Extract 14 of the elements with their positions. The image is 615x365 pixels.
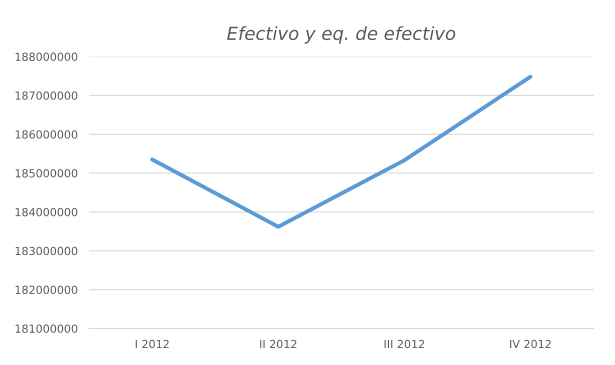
y-tick-label: 188000000 bbox=[16, 52, 78, 61]
x-tick-label: I 2012 bbox=[136, 340, 169, 348]
x-tick-label: IV 2012 bbox=[510, 340, 551, 348]
y-tick-label: 187000000 bbox=[16, 91, 78, 100]
line-series bbox=[150, 74, 532, 229]
y-tick-label: 184000000 bbox=[16, 208, 78, 216]
chart-title: Efectivo y eq. de efectivo bbox=[227, 26, 456, 44]
y-tick-label: 181000000 bbox=[16, 324, 78, 333]
x-tick-label: III 2012 bbox=[384, 340, 424, 348]
y-tick-label: 183000000 bbox=[16, 246, 78, 256]
y-tick-label: 186000000 bbox=[16, 130, 78, 139]
y-tick-label: 182000000 bbox=[16, 286, 78, 294]
y-tick-label: 185000000 bbox=[16, 169, 78, 178]
x-tick-label: II 2012 bbox=[260, 340, 296, 348]
